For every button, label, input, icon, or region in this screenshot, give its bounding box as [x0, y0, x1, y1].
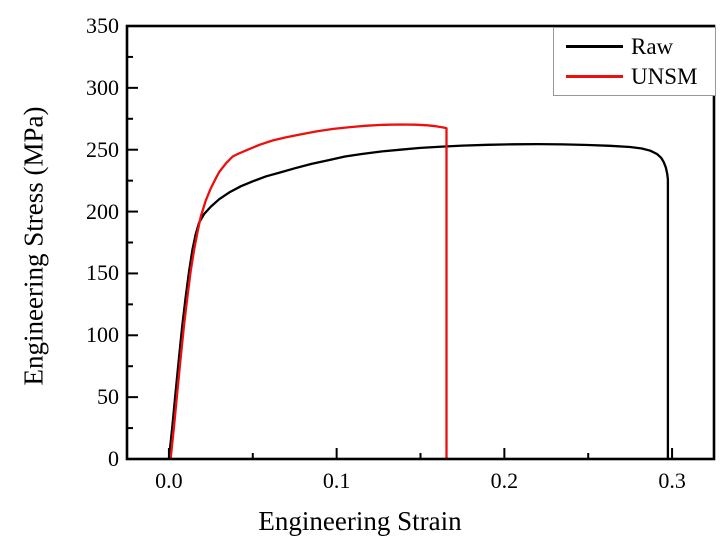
legend-label-unsm: UNSM — [631, 64, 698, 89]
y-tick-label: 350 — [86, 13, 119, 38]
x-tick-label: 0.3 — [658, 468, 686, 493]
y-tick-label: 0 — [108, 446, 119, 471]
y-axis-title: Engineering Stress (MPa) — [18, 106, 49, 386]
legend-item-raw: Raw — [566, 35, 715, 58]
y-tick-label: 200 — [86, 198, 119, 224]
y-tick-label: 250 — [86, 136, 119, 162]
x-tick-label: 0.1 — [322, 468, 351, 493]
y-tick-label: 300 — [86, 74, 119, 100]
unsm-line-sample — [566, 75, 623, 78]
x-tick-label: 0.2 — [490, 468, 519, 493]
legend-item-unsm: UNSM — [566, 65, 715, 88]
series-curve-unsm — [169, 123, 448, 460]
raw-line-sample — [566, 45, 623, 48]
x-tick-label: 0.0 — [155, 468, 183, 493]
series-curve-raw — [167, 142, 670, 460]
x-axis-title: Engineering Strain — [258, 506, 462, 536]
legend: Raw UNSM — [553, 27, 716, 96]
y-tick-label: 150 — [86, 260, 119, 286]
legend-label-raw: Raw — [631, 34, 674, 59]
y-tick-label: 50 — [97, 384, 119, 410]
y-tick-label: 100 — [86, 322, 119, 348]
